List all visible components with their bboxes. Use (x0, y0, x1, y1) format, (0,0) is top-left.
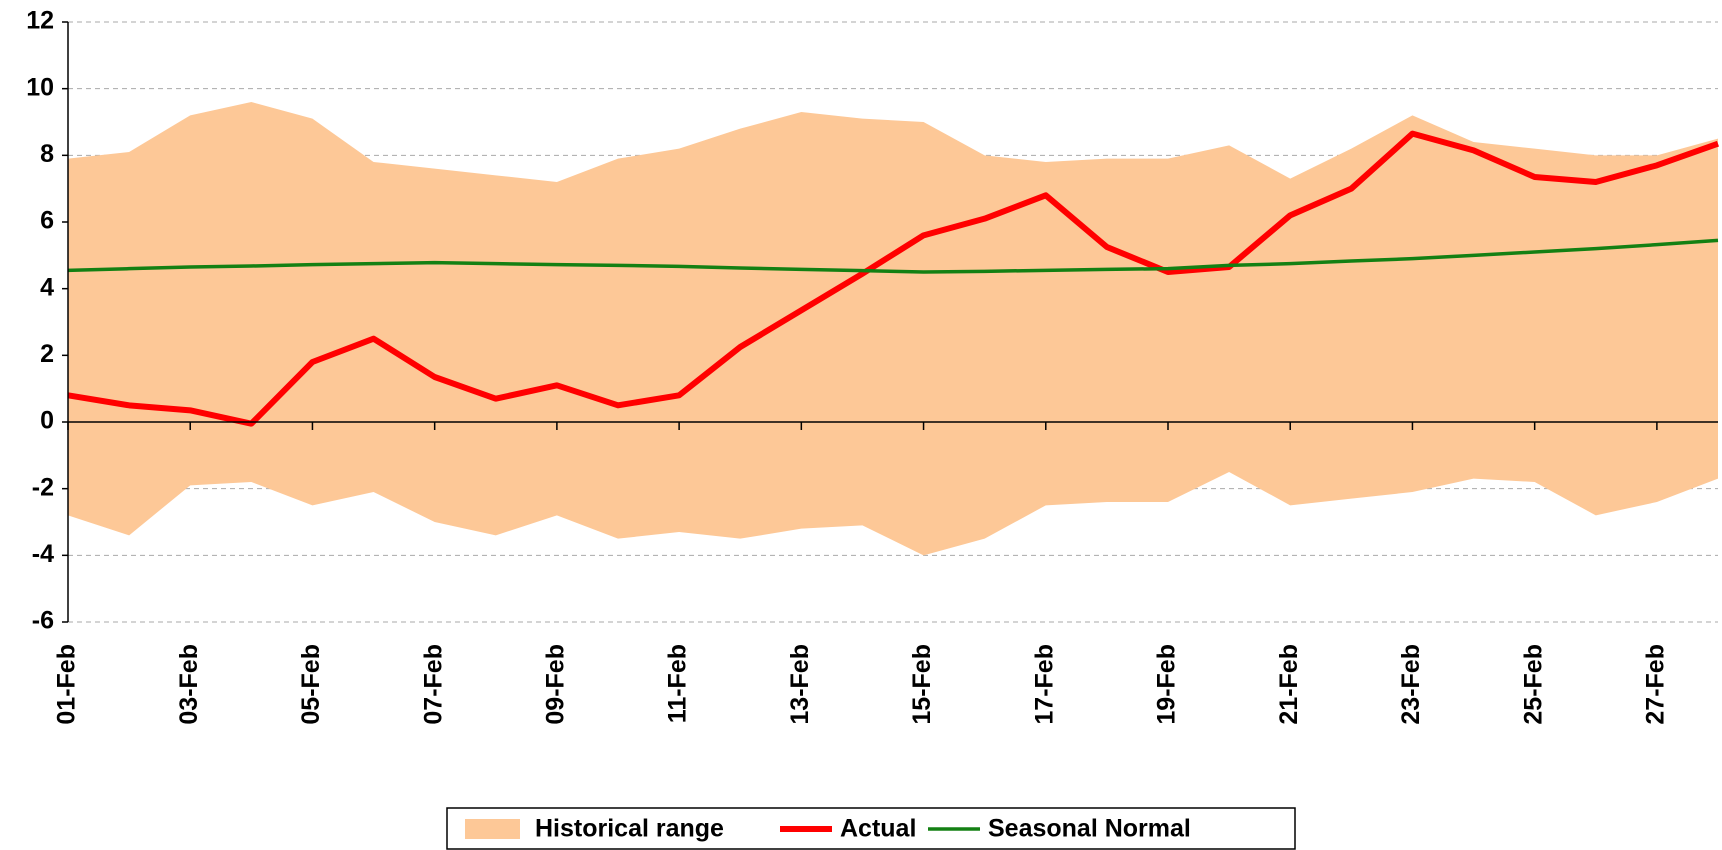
y-tick-label: 12 (26, 7, 54, 35)
legend: Historical range Actual Seasonal Normal (446, 807, 1296, 850)
series-line (67, 130, 1720, 427)
legend-label: Actual (840, 815, 916, 843)
y-tick-label: -4 (32, 540, 54, 568)
x-tick-label: 05-Feb (297, 644, 325, 725)
legend-label: Seasonal Normal (988, 815, 1191, 843)
x-tick-label: 13-Feb (786, 644, 814, 725)
legend-box (446, 807, 1296, 850)
x-tick-label: 17-Feb (1030, 644, 1058, 725)
y-tick-label: 6 (40, 207, 54, 235)
y-tick-label: 4 (40, 273, 54, 301)
x-tick-label: 01-Feb (53, 644, 81, 725)
range-area (68, 102, 1718, 556)
x-tick-label: 11-Feb (664, 644, 692, 723)
series-line (67, 238, 1719, 274)
y-tick-label: 0 (40, 407, 54, 435)
legend-swatch (465, 819, 520, 839)
x-tick-label: 23-Feb (1397, 644, 1425, 725)
legend-label: Historical range (535, 815, 724, 843)
x-tick-label: 03-Feb (175, 644, 203, 725)
y-tick-label: -2 (32, 473, 54, 501)
x-tick-label: 15-Feb (908, 644, 936, 725)
x-tick-label: 07-Feb (419, 644, 447, 725)
x-tick-label: 21-Feb (1275, 644, 1303, 725)
x-tick-label: 09-Feb (541, 644, 569, 725)
x-tick-label: 19-Feb (1153, 644, 1181, 725)
y-tick-label: 8 (40, 140, 54, 168)
x-tick-label: 27-Feb (1641, 644, 1669, 725)
y-tick-label: -6 (32, 607, 54, 635)
y-tick-label: 2 (40, 340, 54, 368)
plot (67, 102, 1720, 556)
y-tick-label: 10 (26, 73, 54, 101)
x-tick-label: 25-Feb (1519, 644, 1547, 725)
